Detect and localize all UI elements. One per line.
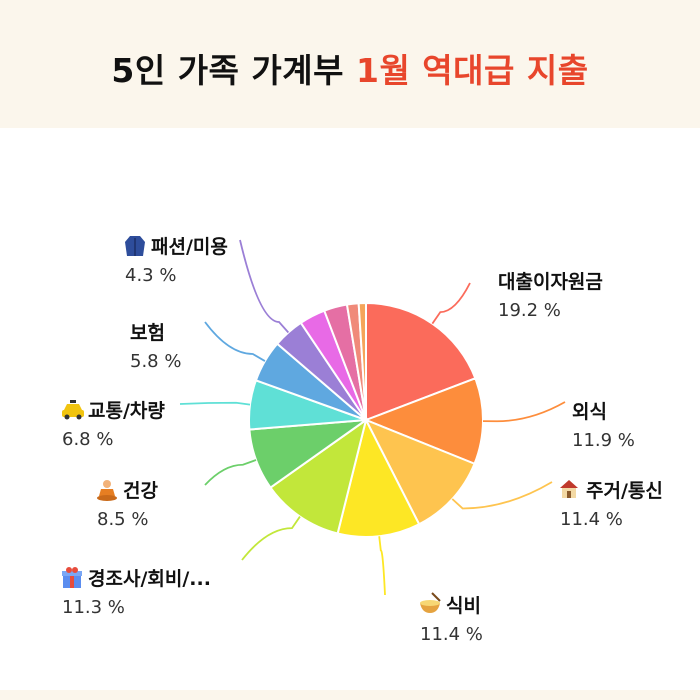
leader-line xyxy=(204,459,257,486)
slice-label: 건강 xyxy=(123,480,158,502)
gift-lid xyxy=(62,571,82,576)
slice-percent: 4.3 % xyxy=(125,265,176,286)
wheel xyxy=(76,414,82,420)
gift-bow-left xyxy=(66,567,72,573)
slice-percent: 11.4 % xyxy=(420,624,483,645)
noodle-bowl-icon xyxy=(420,592,441,613)
slice-percent: 11.4 % xyxy=(560,509,623,530)
title-band xyxy=(0,0,700,128)
pie-slice xyxy=(363,377,484,466)
gift-ribbon xyxy=(70,574,74,588)
slice-label: 경조사/회비/... xyxy=(88,568,211,590)
pie-slice xyxy=(357,301,367,421)
house-icon xyxy=(560,480,578,498)
coat-icon xyxy=(125,236,145,256)
bottom-band xyxy=(0,690,700,700)
taxi-top xyxy=(64,404,82,410)
slice-label: 대출이자원금 xyxy=(498,271,603,293)
house-door xyxy=(567,491,571,498)
slice-percent: 6.8 % xyxy=(62,429,113,450)
title-highlight: 1월 역대급 지출 xyxy=(355,51,589,90)
slice-label: 외식 xyxy=(572,401,607,423)
slice-label: 교통/차량 xyxy=(88,400,165,422)
slice-label: 주거/통신 xyxy=(586,480,663,502)
taxi-icon xyxy=(62,400,84,420)
leader-line xyxy=(482,401,566,423)
leader-line xyxy=(239,239,290,334)
slice-percent: 5.8 % xyxy=(130,351,181,372)
noodles xyxy=(420,600,440,606)
title-prefix: 5인 가족 가계부 xyxy=(111,51,356,90)
head xyxy=(103,480,111,488)
slice-percent: 11.3 % xyxy=(62,597,125,618)
house-roof xyxy=(560,480,578,488)
taxi-sign xyxy=(70,400,76,403)
slice-percent: 11.9 % xyxy=(572,430,635,451)
page-title: 5인 가족 가계부 1월 역대급 지출 xyxy=(0,44,700,92)
leader-line xyxy=(179,401,251,406)
leader-line xyxy=(204,321,266,362)
slice-percent: 19.2 % xyxy=(498,300,561,321)
leader-line xyxy=(241,516,301,561)
slice-label: 패션/미용 xyxy=(151,236,228,258)
wheel xyxy=(64,414,70,420)
chopstick xyxy=(431,592,441,602)
body xyxy=(99,489,115,496)
legs xyxy=(97,495,117,501)
slice-label: 식비 xyxy=(446,595,481,617)
slice-percent: 8.5 % xyxy=(97,509,148,530)
leader-line xyxy=(431,282,471,325)
slice-label: 보험 xyxy=(130,322,165,344)
pie-slice xyxy=(365,301,477,422)
gift-icon xyxy=(62,567,82,588)
gift-bow-right xyxy=(72,567,78,573)
leader-line xyxy=(378,536,386,596)
leader-line xyxy=(451,481,553,510)
meditation-icon xyxy=(97,480,117,501)
